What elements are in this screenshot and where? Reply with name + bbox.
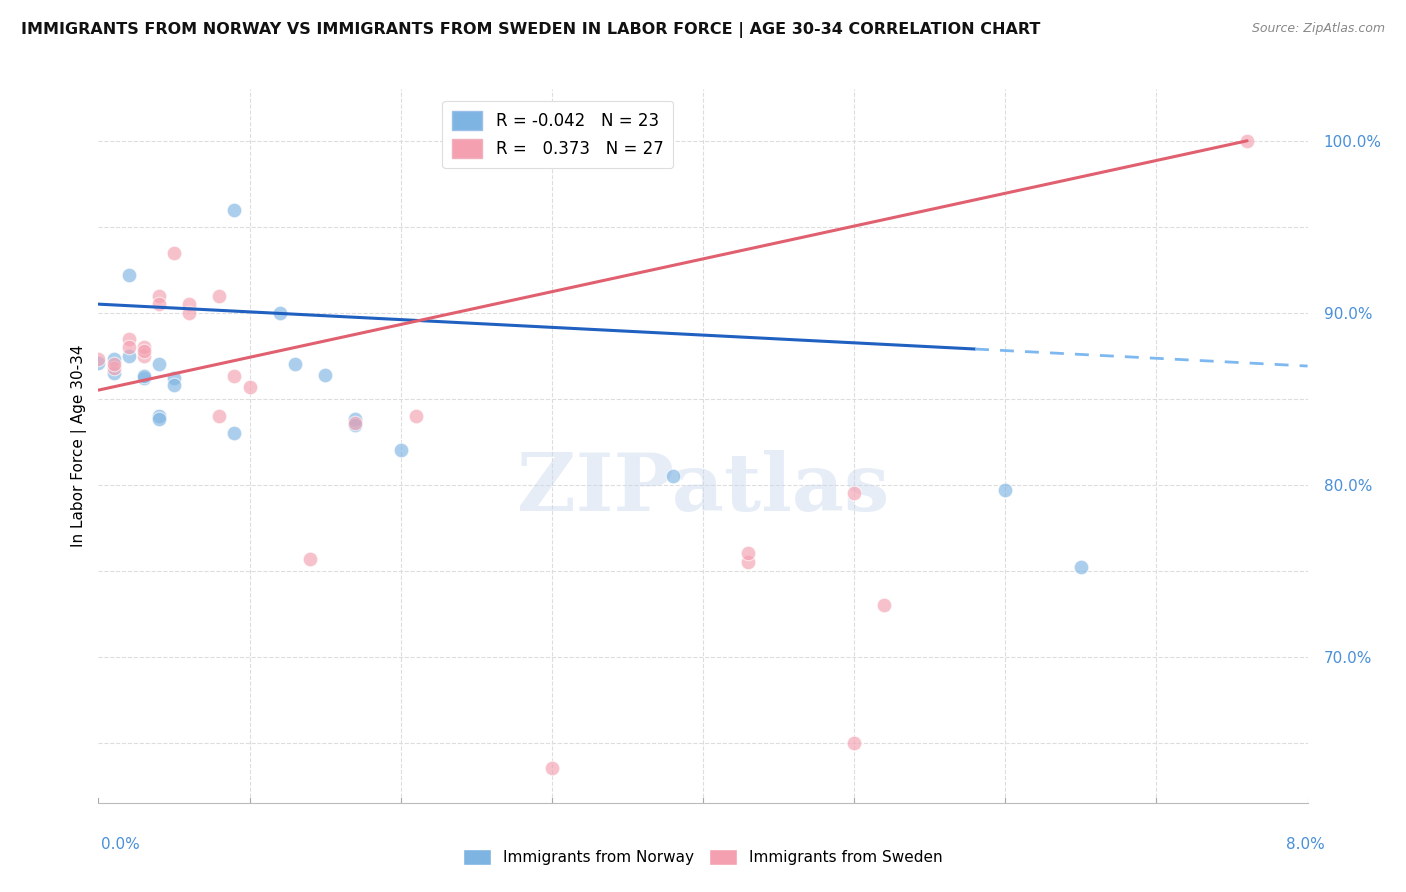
Point bbox=[344, 416, 367, 430]
Point bbox=[163, 371, 186, 385]
Point bbox=[389, 443, 412, 458]
Point bbox=[314, 368, 336, 382]
Point bbox=[737, 555, 759, 569]
Point bbox=[844, 736, 866, 750]
Point bbox=[239, 379, 262, 393]
Point bbox=[87, 356, 110, 370]
Point bbox=[103, 357, 125, 371]
Point bbox=[132, 349, 155, 363]
Point bbox=[103, 352, 125, 367]
Point bbox=[994, 483, 1017, 497]
Text: ZIPatlas: ZIPatlas bbox=[517, 450, 889, 528]
Point bbox=[208, 288, 231, 302]
Point bbox=[224, 426, 246, 441]
Point bbox=[224, 202, 246, 217]
Point bbox=[661, 469, 683, 483]
Point bbox=[224, 369, 246, 384]
Point bbox=[148, 357, 170, 371]
Point bbox=[118, 340, 141, 354]
Point bbox=[844, 486, 866, 500]
Point bbox=[118, 349, 141, 363]
Point bbox=[540, 761, 562, 775]
Text: Source: ZipAtlas.com: Source: ZipAtlas.com bbox=[1251, 22, 1385, 36]
Point bbox=[284, 357, 307, 371]
Point bbox=[148, 412, 170, 426]
Point bbox=[163, 245, 186, 260]
Legend: R = -0.042   N = 23, R =   0.373   N = 27: R = -0.042 N = 23, R = 0.373 N = 27 bbox=[443, 101, 673, 168]
Point bbox=[118, 332, 141, 346]
Point bbox=[148, 297, 170, 311]
Point bbox=[87, 352, 110, 367]
Text: IMMIGRANTS FROM NORWAY VS IMMIGRANTS FROM SWEDEN IN LABOR FORCE | AGE 30-34 CORR: IMMIGRANTS FROM NORWAY VS IMMIGRANTS FRO… bbox=[21, 22, 1040, 38]
Point bbox=[208, 409, 231, 423]
Point bbox=[269, 306, 291, 320]
Point bbox=[103, 360, 125, 375]
Point bbox=[1070, 560, 1092, 574]
Point bbox=[132, 340, 155, 354]
Point bbox=[148, 409, 170, 423]
Point bbox=[118, 268, 141, 282]
Point bbox=[405, 409, 427, 423]
Point bbox=[132, 369, 155, 384]
Point bbox=[179, 306, 201, 320]
Point bbox=[132, 343, 155, 358]
Point bbox=[344, 417, 367, 432]
Y-axis label: In Labor Force | Age 30-34: In Labor Force | Age 30-34 bbox=[72, 344, 87, 548]
Point bbox=[179, 297, 201, 311]
Point bbox=[299, 551, 322, 566]
Point bbox=[103, 366, 125, 380]
Text: 8.0%: 8.0% bbox=[1285, 837, 1324, 852]
Point bbox=[163, 378, 186, 392]
Point bbox=[148, 288, 170, 302]
Text: 0.0%: 0.0% bbox=[101, 837, 141, 852]
Point bbox=[132, 371, 155, 385]
Point bbox=[1236, 134, 1258, 148]
Point bbox=[873, 598, 896, 612]
Legend: Immigrants from Norway, Immigrants from Sweden: Immigrants from Norway, Immigrants from … bbox=[457, 843, 949, 871]
Point bbox=[344, 412, 367, 426]
Point bbox=[737, 546, 759, 560]
